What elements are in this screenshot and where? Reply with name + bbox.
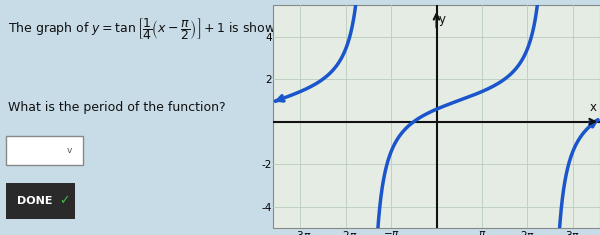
FancyBboxPatch shape bbox=[5, 136, 83, 164]
Text: y: y bbox=[439, 13, 446, 26]
Text: DONE: DONE bbox=[17, 196, 52, 206]
Text: What is the period of the function?: What is the period of the function? bbox=[8, 101, 226, 114]
Text: v: v bbox=[67, 146, 71, 155]
Bar bbox=[273, 5, 600, 228]
Text: ✓: ✓ bbox=[59, 194, 70, 208]
Text: x: x bbox=[590, 101, 597, 114]
FancyBboxPatch shape bbox=[5, 183, 74, 219]
Text: The graph of $y = \tan\left[\dfrac{1}{4}\left(x-\dfrac{\pi}{2}\right)\right]+1$ : The graph of $y = \tan\left[\dfrac{1}{4}… bbox=[8, 16, 287, 42]
